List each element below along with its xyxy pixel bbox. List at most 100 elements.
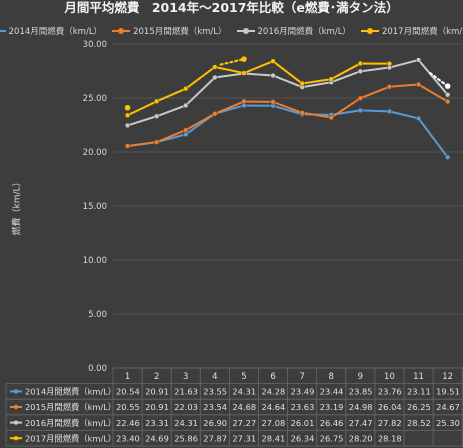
data-point bbox=[270, 72, 276, 79]
table-cell-value: 27.47 bbox=[349, 418, 373, 428]
series-line bbox=[127, 83, 449, 148]
table-cell-value: 26.25 bbox=[407, 402, 431, 412]
data-point bbox=[357, 60, 364, 67]
data-point bbox=[357, 95, 364, 101]
x-tick-label: 9 bbox=[358, 372, 363, 382]
data-point bbox=[357, 107, 364, 114]
table-series-name: 2015月間燃費（km/L） bbox=[25, 402, 116, 412]
legend-swatch-2015 bbox=[112, 27, 131, 35]
data-point bbox=[183, 102, 189, 109]
table-cell-value: 24.31 bbox=[174, 418, 198, 428]
y-tick-label: 15.00 bbox=[83, 202, 107, 212]
table-cell-value: 26.90 bbox=[203, 418, 227, 428]
table-series-name: 2014月間燃費（km/L） bbox=[25, 387, 116, 397]
legend-item-2015: 2015月間燃費（km/L） bbox=[112, 25, 227, 37]
table-cell-value: 23.85 bbox=[349, 387, 373, 397]
legend-swatch-2016 bbox=[236, 27, 255, 35]
table-cell-value: 27.82 bbox=[378, 418, 402, 428]
data-point bbox=[270, 99, 276, 105]
data-point bbox=[328, 76, 334, 82]
series-line bbox=[127, 60, 390, 117]
table-cell-value: 28.20 bbox=[349, 433, 373, 443]
legend-item-2014: 2014月間燃費（km/L） bbox=[0, 25, 102, 37]
y-tick-label: 0.00 bbox=[88, 364, 107, 374]
table-cell-value: 23.49 bbox=[291, 387, 315, 397]
data-point bbox=[386, 108, 393, 115]
x-tick-label: 5 bbox=[241, 372, 246, 382]
legend-label-2015: 2015月間燃費（km/L） bbox=[133, 27, 227, 37]
table-cell-value: 27.27 bbox=[232, 418, 256, 428]
table-series-name: 2016月間燃費（km/L） bbox=[25, 418, 116, 428]
table-cell-value: 23.11 bbox=[407, 387, 431, 397]
table-legend-marker bbox=[13, 389, 19, 394]
annotation-point bbox=[124, 104, 131, 111]
table-cell-value: 26.34 bbox=[291, 433, 315, 443]
series-line bbox=[127, 104, 449, 158]
y-tick-label: 20.00 bbox=[83, 148, 107, 158]
table-cell-value: 24.98 bbox=[349, 402, 373, 412]
table-legend-marker bbox=[13, 404, 19, 410]
table-cell-value: 20.91 bbox=[145, 402, 169, 412]
table-cell-value: 27.08 bbox=[262, 418, 286, 428]
table-cell-value: 23.55 bbox=[203, 387, 227, 397]
y-tick-label: 25.00 bbox=[83, 94, 107, 104]
table-cell-value: 22.46 bbox=[116, 418, 140, 428]
x-tick-label: 1 bbox=[125, 372, 130, 382]
data-point bbox=[415, 57, 422, 63]
legend-label-2017: 2017月間燃費（km/L） bbox=[381, 27, 463, 37]
table-series-name: 2017月間燃費（km/L） bbox=[25, 433, 116, 443]
data-point bbox=[386, 61, 393, 67]
table-cell-value: 28.41 bbox=[262, 433, 286, 443]
chart-legend: 2014月間燃費（km/L） 2015月間燃費（km/L） 2016月間燃費（k… bbox=[0, 25, 463, 37]
table-cell-value: 23.44 bbox=[320, 387, 344, 397]
x-tick-label: 7 bbox=[299, 372, 304, 382]
data-point bbox=[183, 127, 189, 133]
legend-label-2014: 2014月間燃費（km/L） bbox=[8, 27, 103, 37]
legend-swatch-2014 bbox=[0, 27, 6, 35]
x-tick-label: 3 bbox=[183, 372, 188, 382]
table-cell-value: 23.40 bbox=[116, 433, 140, 443]
table-cell-value: 24.68 bbox=[232, 402, 256, 412]
table-cell-value: 20.91 bbox=[145, 387, 169, 397]
table-cell-value: 28.18 bbox=[378, 433, 402, 443]
table-cell-value: 25.86 bbox=[174, 433, 198, 443]
table-cell-value: 26.01 bbox=[291, 418, 315, 428]
table-cell-value: 24.28 bbox=[262, 387, 286, 397]
data-point bbox=[212, 64, 218, 70]
data-point bbox=[124, 143, 131, 149]
chart-title: 月間平均燃費 2014年～2017年比較（e燃費･満タン法） bbox=[64, 0, 399, 15]
table-cell-value: 23.76 bbox=[378, 387, 402, 397]
annotation-point bbox=[241, 56, 247, 62]
x-tick-label: 2 bbox=[154, 372, 159, 382]
table-cell-value: 23.19 bbox=[320, 402, 344, 412]
data-point bbox=[154, 139, 160, 145]
table-cell-value: 25.30 bbox=[436, 418, 460, 428]
table-cell-value: 19.51 bbox=[436, 387, 460, 397]
table-cell-value: 20.55 bbox=[116, 402, 140, 412]
table-cell-value: 26.46 bbox=[320, 418, 344, 428]
legend-item-2016: 2016月間燃費（km/L） bbox=[236, 25, 351, 37]
table-cell-value: 24.64 bbox=[262, 402, 286, 412]
dotted-annotation bbox=[219, 58, 246, 66]
data-point bbox=[241, 98, 247, 105]
series-line bbox=[127, 58, 449, 127]
x-tick-label: 8 bbox=[329, 372, 334, 382]
data-point bbox=[124, 112, 131, 118]
x-tick-label: 12 bbox=[442, 372, 453, 382]
data-point bbox=[212, 111, 218, 117]
legend-label-2016: 2016月間燃費（km/L） bbox=[257, 27, 351, 37]
x-tick-label: 4 bbox=[212, 372, 217, 382]
table-cell-value: 27.87 bbox=[203, 433, 227, 443]
table-cell-value: 23.63 bbox=[291, 402, 315, 412]
data-point bbox=[241, 70, 247, 76]
legend-item-2017: 2017月間燃費（km/L） bbox=[360, 25, 463, 37]
data-point bbox=[299, 110, 305, 116]
x-tick-label: 11 bbox=[413, 372, 424, 382]
table-cell-value: 21.63 bbox=[174, 387, 198, 397]
table-legend-marker bbox=[13, 436, 19, 441]
table-cell-value: 20.54 bbox=[116, 387, 140, 397]
table-cell-value: 24.67 bbox=[436, 402, 460, 412]
dotted-annotation bbox=[429, 72, 449, 88]
data-point bbox=[154, 98, 160, 104]
